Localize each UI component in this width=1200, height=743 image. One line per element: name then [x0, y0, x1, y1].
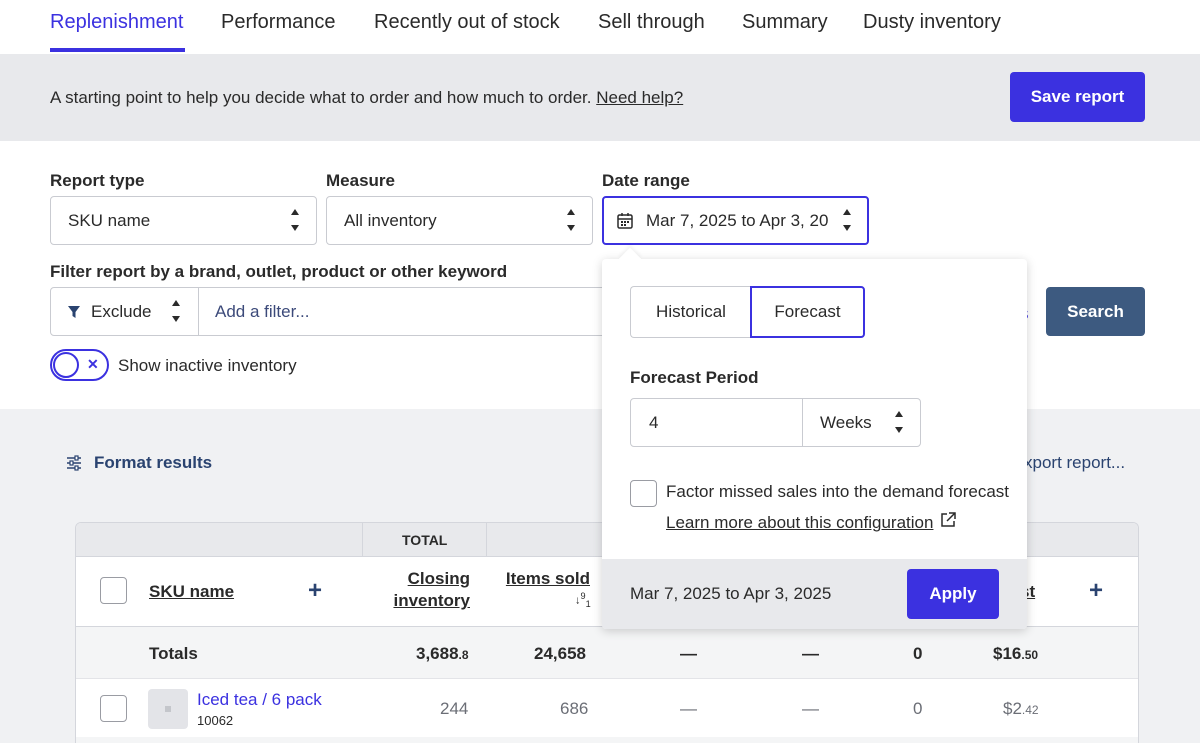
missed-sales-label: Factor missed sales into the demand fore… [666, 482, 1009, 501]
select-all-checkbox[interactable] [100, 577, 127, 604]
totals-closing: 3,688.8 [416, 644, 469, 663]
filter-input[interactable] [215, 302, 595, 322]
toggle-knob [53, 352, 79, 378]
active-tab-indicator [50, 48, 185, 52]
save-report-button[interactable]: Save report [1010, 72, 1145, 122]
apply-button[interactable]: Apply [907, 569, 999, 619]
row-items-sold: 686 [560, 699, 589, 718]
row-cost: $2.42 [1003, 699, 1039, 718]
measure-value: All inventory [344, 211, 437, 230]
tab-bar: Replenishment Performance Recently out o… [0, 0, 1200, 54]
toggle-label: Show inactive inventory [118, 356, 297, 375]
popover-footer: Mar 7, 2025 to Apr 3, 2025 Apply [602, 559, 1027, 629]
totals-label: Totals [149, 644, 198, 663]
forecast-period-label: Forecast Period [630, 368, 759, 387]
exclude-select[interactable]: Exclude [51, 288, 199, 335]
select-arrows-icon [895, 409, 905, 437]
date-range-select[interactable]: Mar 7, 2025 to Apr 3, 20 [602, 196, 869, 245]
sort-desc-icon[interactable]: ↓91 [575, 591, 591, 609]
measure-select[interactable]: All inventory [326, 196, 593, 245]
period-unit-value: Weeks [820, 413, 872, 432]
tab-replenishment[interactable]: Replenishment [50, 11, 184, 33]
calendar-icon [617, 213, 633, 229]
row-dash: — [680, 699, 697, 718]
table-row: Iced tea / 6 pack 10062 244 686 — — 0 $2… [76, 679, 1138, 737]
tab-dusty-inventory[interactable]: Dusty inventory [863, 11, 1001, 33]
filter-funnel-icon [68, 306, 80, 318]
closing-inventory-header[interactable]: Closing inventory [393, 569, 470, 610]
select-arrows-icon [291, 207, 301, 235]
inactive-inventory-toggle[interactable]: ✕ [50, 349, 109, 381]
filter-bar: Exclude [50, 287, 610, 336]
need-help-link[interactable]: Need help? [596, 88, 684, 107]
tab-performance[interactable]: Performance [221, 11, 336, 33]
sku-name-header[interactable]: SKU name [149, 582, 235, 601]
select-arrows-icon [172, 298, 182, 326]
tab-sell-through[interactable]: Sell through [598, 11, 705, 33]
forecast-option[interactable]: Forecast [750, 286, 865, 338]
select-arrows-icon [567, 207, 577, 235]
measure-label: Measure [326, 171, 395, 190]
table-row [76, 737, 1138, 743]
tab-summary[interactable]: Summary [742, 11, 828, 33]
row-checkbox[interactable] [100, 695, 127, 722]
report-type-label: Report type [50, 171, 145, 190]
exclude-value: Exclude [91, 302, 152, 321]
product-thumbnail [148, 689, 188, 729]
historical-option[interactable]: Historical [630, 286, 751, 338]
row-closing: 244 [440, 699, 469, 718]
export-report-link[interactable]: xport report... [1024, 453, 1126, 472]
external-link-icon[interactable] [939, 511, 957, 529]
report-type-select[interactable]: SKU name [50, 196, 317, 245]
tab-recently-out-of-stock[interactable]: Recently out of stock [374, 11, 560, 33]
row-zero: 0 [913, 699, 923, 718]
selected-range-text: Mar 7, 2025 to Apr 3, 2025 [630, 584, 832, 603]
close-x-icon: ✕ [87, 356, 99, 372]
select-arrows-icon [843, 207, 853, 235]
sliders-icon [67, 455, 81, 471]
product-sku: 10062 [197, 713, 234, 728]
product-name-link[interactable]: Iced tea / 6 pack [197, 690, 322, 709]
date-range-label: Date range [602, 171, 690, 190]
add-column-plus-icon[interactable]: + [1089, 577, 1104, 604]
forecast-period-input[interactable] [630, 398, 803, 447]
date-range-popover: Historical Forecast Forecast Period Week… [602, 247, 1027, 629]
search-button[interactable]: Search [1046, 287, 1145, 336]
banner-description: A starting point to help you decide what… [50, 88, 597, 107]
items-sold-header[interactable]: Items sold [505, 569, 590, 588]
totals-dash: — [680, 644, 697, 663]
total-group-label: TOTAL [402, 532, 448, 548]
forecast-period-unit-select[interactable]: Weeks [802, 398, 921, 447]
totals-zero: 0 [913, 644, 923, 663]
totals-items-sold: 24,658 [534, 644, 586, 663]
totals-row: Totals 3,688.8 24,658 — — 0 $16.50 [76, 627, 1138, 679]
date-range-value: Mar 7, 2025 to Apr 3, 20 [646, 211, 829, 230]
banner-text: A starting point to help you decide what… [50, 88, 683, 108]
totals-cost: $16.50 [993, 644, 1039, 663]
row-dash: — [802, 699, 819, 718]
report-type-value: SKU name [68, 211, 151, 230]
totals-dash: — [802, 644, 819, 663]
filter-label: Filter report by a brand, outlet, produc… [50, 262, 508, 281]
format-results-label: Format results [94, 453, 213, 472]
info-banner: A starting point to help you decide what… [0, 54, 1200, 141]
add-column-plus-icon[interactable]: + [308, 577, 323, 604]
missed-sales-checkbox[interactable] [630, 480, 657, 507]
learn-more-link[interactable]: Learn more about this configuration [666, 513, 934, 532]
format-results-button[interactable]: Format results [66, 453, 212, 473]
